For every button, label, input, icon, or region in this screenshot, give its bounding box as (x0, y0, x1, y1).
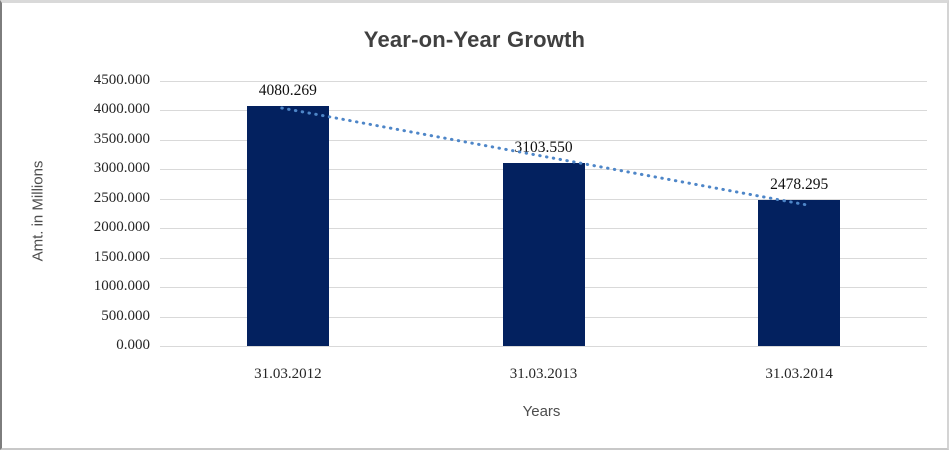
y-tick-label: 0.000 (116, 337, 150, 353)
bar[interactable] (246, 105, 329, 346)
y-tick-label: 3000.000 (93, 160, 150, 177)
gridline (160, 346, 927, 347)
x-tick-label: 31.03.2013 (509, 366, 578, 382)
y-tick-label: 1000.000 (93, 278, 150, 295)
bar-value-label: 2478.295 (770, 176, 829, 194)
plot-area: 0.000 500.000 1000.000 1500.000 2000.000 2500… (2, 3, 947, 448)
y-tick-label: 4500.000 (93, 72, 150, 88)
chart-title: Year-on-Year Growth (363, 27, 586, 52)
bar-value-label: 3103.550 (514, 139, 573, 157)
y-tick-label: 3500.000 (93, 130, 150, 147)
x-tick-label: 31.03.2014 (765, 366, 833, 382)
y-tick-label: 500.000 (101, 307, 150, 324)
gridline (160, 81, 927, 82)
bar-value-label: 4080.269 (258, 81, 317, 99)
y-tick-label: 4000.000 (93, 101, 150, 118)
y-tick-label: 2000.000 (93, 219, 150, 236)
y-tick-label: 1500.000 (93, 248, 150, 265)
x-tick-label: 31.03.2012 (254, 366, 322, 382)
bar[interactable] (758, 200, 841, 346)
bar[interactable] (502, 163, 585, 346)
x-axis-title: Years (522, 403, 561, 420)
y-tick-label: 2500.000 (93, 189, 150, 206)
